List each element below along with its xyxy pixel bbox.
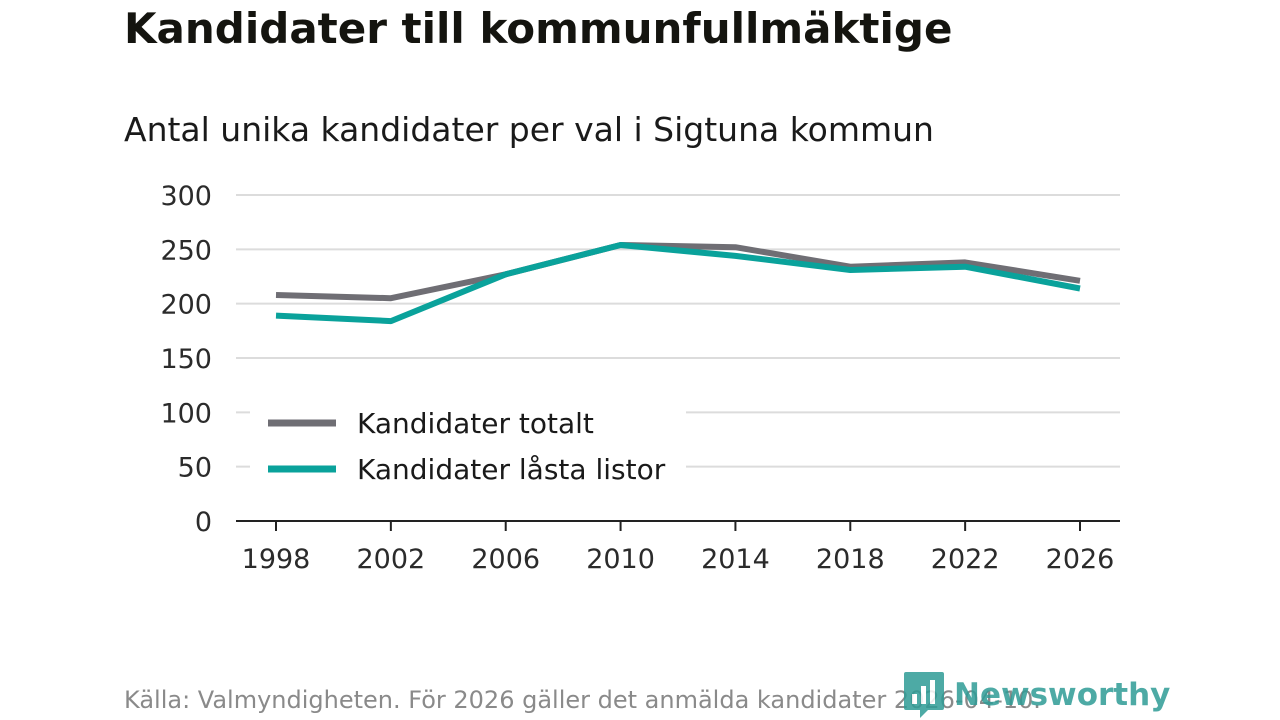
x-tick-label-1998: 1998 — [242, 544, 311, 575]
y-tick-label-200: 200 — [160, 290, 212, 321]
x-tick-label-2006: 2006 — [471, 544, 540, 575]
x-tick-label-2014: 2014 — [701, 544, 770, 575]
series-lines — [275, 242, 1081, 325]
y-tick-label-300: 300 — [160, 181, 212, 212]
legend-background — [250, 398, 686, 498]
y-tick-label-50: 50 — [178, 453, 212, 484]
newsworthy-logo-icon — [904, 672, 944, 718]
legend: Kandidater totalt Kandidater låsta listo… — [250, 398, 686, 498]
legend-label-kandidater-totalt: Kandidater totalt — [357, 407, 594, 440]
y-tick-label-250: 250 — [160, 235, 212, 266]
y-tick-label-0: 0 — [195, 507, 212, 538]
x-tick-label-2026: 2026 — [1046, 544, 1115, 575]
x-tick-label-2022: 2022 — [931, 544, 1000, 575]
y-tick-label-150: 150 — [160, 344, 212, 375]
brand-logo[interactable]: Newsworthy — [902, 670, 1170, 720]
chart-subtitle: Antal unika kandidater per val i Sigtuna… — [124, 110, 934, 149]
x-tick-label-2002: 2002 — [356, 544, 425, 575]
series-line-kandidater-lasta-listor — [275, 242, 1081, 325]
y-tick-label-100: 100 — [160, 398, 212, 429]
source-note: Källa: Valmyndigheten. För 2026 gäller d… — [124, 686, 1041, 714]
legend-label-kandidater-lasta-listor: Kandidater låsta listor — [357, 453, 666, 486]
series-line-kandidater-totalt — [275, 242, 1081, 302]
axes: 0 50 100 150 200 250 300 1998 2002 2006 2010 2014 20… — [160, 181, 1120, 575]
brand-name: Newsworthy — [954, 677, 1171, 713]
chart-title: Kandidater till kommunfullmäktige — [124, 4, 953, 53]
x-tick-label-2018: 2018 — [816, 544, 885, 575]
x-tick-label-2010: 2010 — [586, 544, 655, 575]
